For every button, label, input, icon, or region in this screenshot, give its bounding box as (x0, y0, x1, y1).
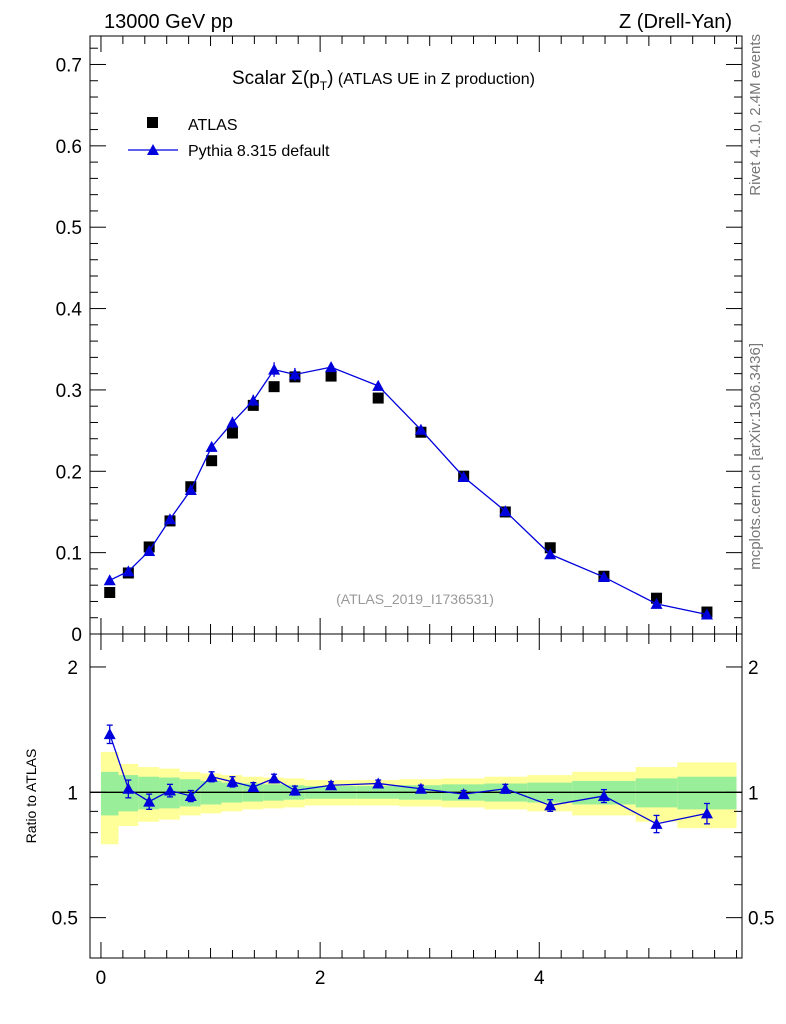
pythia-data-point (650, 597, 663, 609)
y-tick-label: 0.4 (56, 300, 83, 321)
chart-title-close: ) (327, 68, 333, 89)
pythia-line (109, 366, 708, 616)
ratio-y-tick-label-left: 2 (67, 658, 78, 679)
atlas-data-point (544, 542, 556, 554)
pythia-data-point (457, 470, 470, 482)
ratio-data-point (650, 817, 663, 829)
pythia-data-point (700, 608, 713, 620)
y-tick-label: 0.2 (56, 462, 82, 483)
pythia-data-point (544, 548, 557, 560)
ratio-data-point (184, 789, 197, 801)
ratio-y-tick-label-right: 0.5 (748, 909, 774, 930)
pythia-data-point (325, 361, 338, 373)
atlas-data-point (325, 370, 337, 382)
ratio-data-point (700, 807, 713, 819)
chart-title-suffix: (ATLAS UE in Z production) (333, 71, 535, 88)
y-tick-label: 0.6 (56, 137, 82, 158)
atlas-data-point (206, 455, 218, 467)
ratio-uncertainty-bands (100, 751, 737, 845)
ratio-x-axis: 0 2 4 (96, 634, 738, 989)
ratio-data-point (247, 780, 260, 792)
legend-pythia-label: Pythia 8.315 default (188, 143, 330, 160)
pythia-data-point (143, 545, 156, 557)
atlas-data-point (104, 587, 116, 599)
ratio-y-tick-label-left: 1 (67, 783, 78, 804)
atlas-data-point (268, 381, 280, 393)
pythia-data-point (205, 440, 218, 452)
y-tick-label: 0.7 (56, 55, 82, 76)
ratio-data-point (372, 777, 385, 789)
ratio-y-tick-label-right: 2 (748, 658, 759, 679)
ratio-panel-frame (89, 633, 743, 959)
ratio-panel: 0.5 0.5 1 1 2 2 0 2 4 Ratio to ATLAS (23, 633, 774, 989)
ratio-data-point (143, 795, 156, 807)
ratio-data-point (163, 784, 176, 796)
pythia-data-point (163, 513, 176, 525)
ratio-data-point (544, 799, 557, 811)
ratio-data-point (457, 788, 470, 800)
rivet-version-label: Rivet 4.1.0, 2.4M events (747, 34, 764, 196)
main-y-axis: 0 0.1 0.2 0.3 0.4 0.5 0.6 0.7 (56, 47, 742, 646)
pythia-data-point (372, 379, 385, 391)
ratio-data-point (288, 784, 301, 796)
mcplots-label: mcplots.cern.ch [arXiv:1306.3436] (747, 343, 764, 570)
ratio-stat-band (138, 776, 160, 810)
ratio-stat-band (100, 771, 119, 816)
pythia-data-point (247, 394, 260, 406)
y-tick-label: 0.5 (56, 218, 82, 239)
header-process-label: Z (Drell-Yan) (619, 11, 732, 33)
x-tick-label: 0 (96, 968, 107, 989)
main-x-axis (100, 36, 738, 634)
chart-title-prefix: Scalar (232, 68, 291, 89)
pythia-data-point (103, 574, 116, 586)
ratio-y-axis-label: Ratio to ATLAS (23, 749, 39, 844)
pythia-data-point (597, 571, 610, 583)
legend: ATLAS Pythia 8.315 default (128, 117, 330, 160)
chart-title-sub: T (320, 79, 328, 93)
chart-title: Scalar Σ(pT) (ATLAS UE in Z production) (232, 68, 535, 93)
analysis-watermark: (ATLAS_2019_I1736531) (336, 591, 494, 607)
ratio-data-point (414, 782, 427, 794)
pythia-data-point (122, 565, 135, 577)
ratio-y-tick-label-right: 1 (748, 783, 759, 804)
pythia-data-point (184, 483, 197, 495)
y-tick-label: 0 (71, 625, 82, 646)
ratio-data-point (325, 779, 338, 791)
legend-pythia-marker (147, 144, 159, 155)
ratio-y-axis: 0.5 0.5 1 1 2 2 (52, 658, 774, 959)
pythia-data-point (414, 423, 427, 435)
ratio-data-point (226, 775, 239, 787)
pythia-data-point (268, 363, 281, 375)
pythia-data-point (499, 505, 512, 517)
ratio-data-point (268, 772, 281, 784)
ratio-data-point (103, 728, 116, 740)
header-energy-label: 13000 GeV pp (104, 11, 233, 33)
ratio-data-point (122, 782, 135, 794)
ratio-data-point (499, 782, 512, 794)
legend-atlas-marker (147, 117, 158, 128)
ratio-data-point (597, 789, 610, 801)
pythia-data-point (288, 368, 301, 380)
y-tick-label: 0.1 (56, 544, 82, 565)
atlas-data-point (372, 392, 384, 404)
atlas-data-point (226, 427, 238, 439)
ratio-data-point (205, 770, 218, 782)
legend-atlas-label: ATLAS (188, 117, 238, 134)
x-tick-label: 2 (315, 968, 326, 989)
main-series-layer (103, 361, 713, 620)
x-tick-label: 4 (534, 968, 545, 989)
ratio-y-tick-label-left: 0.5 (52, 909, 78, 930)
pythia-data-point (226, 416, 239, 428)
chart-title-symbol: Σ(p (291, 68, 320, 89)
ratio-series-layer (103, 724, 713, 834)
main-panel: 0 0.1 0.2 0.3 0.4 0.5 0.6 0.7 Scalar Σ(pT) (ATL… (56, 35, 743, 646)
y-tick-label: 0.3 (56, 381, 82, 402)
